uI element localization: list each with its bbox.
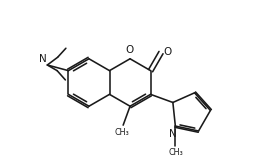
Text: O: O bbox=[125, 45, 134, 55]
Text: O: O bbox=[164, 47, 172, 57]
Text: CH₃: CH₃ bbox=[169, 148, 183, 157]
Text: CH₃: CH₃ bbox=[115, 128, 130, 137]
Text: N: N bbox=[39, 54, 47, 65]
Text: N: N bbox=[169, 129, 177, 139]
